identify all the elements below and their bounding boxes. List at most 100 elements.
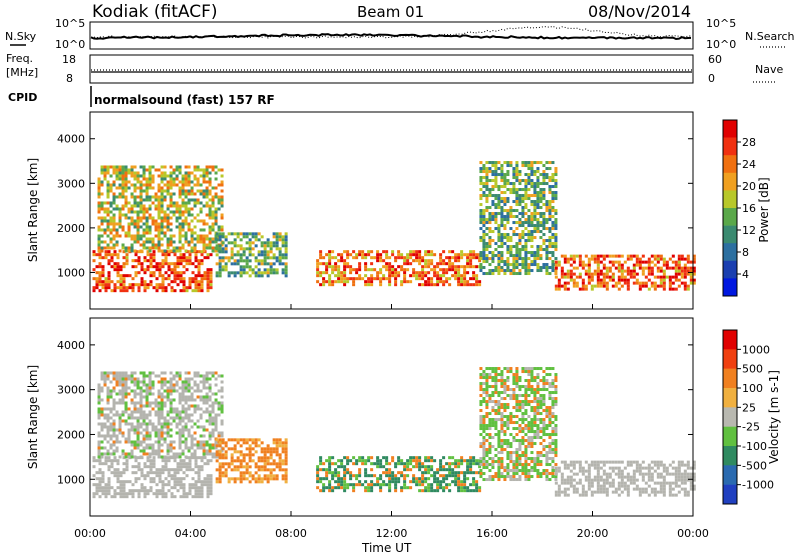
velocity-cell [124,407,128,411]
power-cell [128,274,132,278]
velocity-cell [454,483,458,487]
velocity-cell [100,398,104,402]
power-cell [478,283,482,287]
power-cell [322,256,326,260]
velocity-cell [101,471,105,475]
velocity-cell [533,379,537,383]
power-cell [266,244,270,248]
velocity-cell [403,465,407,469]
power-cell [460,265,464,269]
velocity-cell [497,436,501,440]
velocity-cell [469,468,473,472]
power-cell [106,192,110,196]
velocity-cell [518,475,522,479]
power-cell [536,161,540,165]
velocity-cell [217,389,221,393]
velocity-cell [500,475,504,479]
power-cell [512,188,516,192]
velocity-cell [527,436,531,440]
power-cell [512,209,516,213]
power-cell [149,259,153,263]
velocity-cell [158,492,162,496]
power-cell [236,262,240,266]
power-cell [385,262,389,266]
power-cell [665,275,669,279]
velocity-cell [485,382,489,386]
velocity-cell [397,480,401,484]
power-cell [109,186,113,190]
power-cell [115,195,119,199]
power-cell [647,257,651,261]
velocity-cell [118,398,122,402]
power-cell [190,219,194,223]
power-cell [479,170,483,174]
power-cell [157,168,161,172]
power-cell [97,189,101,193]
power-cell [454,256,458,260]
velocity-cell [272,468,276,472]
power-cell [157,213,161,217]
velocity-cell [124,401,128,405]
power-cell [352,250,356,254]
power-cell [260,235,264,239]
velocity-cell [524,400,528,404]
power-cell [190,234,194,238]
power-cell [193,216,197,220]
velocity-cell [154,452,158,456]
power-cell [182,277,186,281]
power-cell [98,262,102,266]
velocity-cell [176,480,180,484]
velocity-cell [178,401,182,405]
power-cell [337,253,341,257]
velocity-cell [379,474,383,478]
velocity-cell [187,389,191,393]
velocity-cell [439,459,443,463]
power-cell [130,204,134,208]
velocity-cell [142,413,146,417]
power-cell [509,206,513,210]
power-cell [421,277,425,281]
power-cell [92,286,96,290]
power-cell [193,165,197,169]
velocity-cell [485,415,489,419]
velocity-cell [319,456,323,460]
power-cell [193,192,197,196]
power-cell [154,198,158,202]
power-cell [124,249,128,253]
velocity-cell [530,418,534,422]
power-cell [530,251,534,255]
velocity-cell [494,448,498,452]
velocity-cell [160,380,164,384]
power-cell [689,275,693,279]
velocity-cell [181,386,185,390]
power-cell [590,275,594,279]
velocity-cell [208,371,212,375]
power-cell [118,183,122,187]
velocity-cell [409,456,413,460]
power-cell [184,174,188,178]
velocity-cell [469,471,473,475]
velocity-cell [208,383,212,387]
velocity-cell [284,459,288,463]
velocity-cell [179,477,183,481]
power-cell [491,230,495,234]
power-cell [506,245,510,249]
power-cell [518,218,522,222]
velocity-cell [160,386,164,390]
power-cell [172,234,176,238]
velocity-cell [112,389,116,393]
velocity-cell [284,444,288,448]
power-cell [106,243,110,247]
power-cell [97,237,101,241]
velocity-cell [343,465,347,469]
velocity-cell [194,492,198,496]
power-cell [154,246,158,250]
power-cell [137,289,141,293]
velocity-cell [491,394,495,398]
velocity-cell [548,433,552,437]
power-cell [200,250,204,254]
power-cell [106,207,110,211]
power-cell [245,247,249,251]
velocity-cell [95,459,99,463]
velocity-cell [542,370,546,374]
